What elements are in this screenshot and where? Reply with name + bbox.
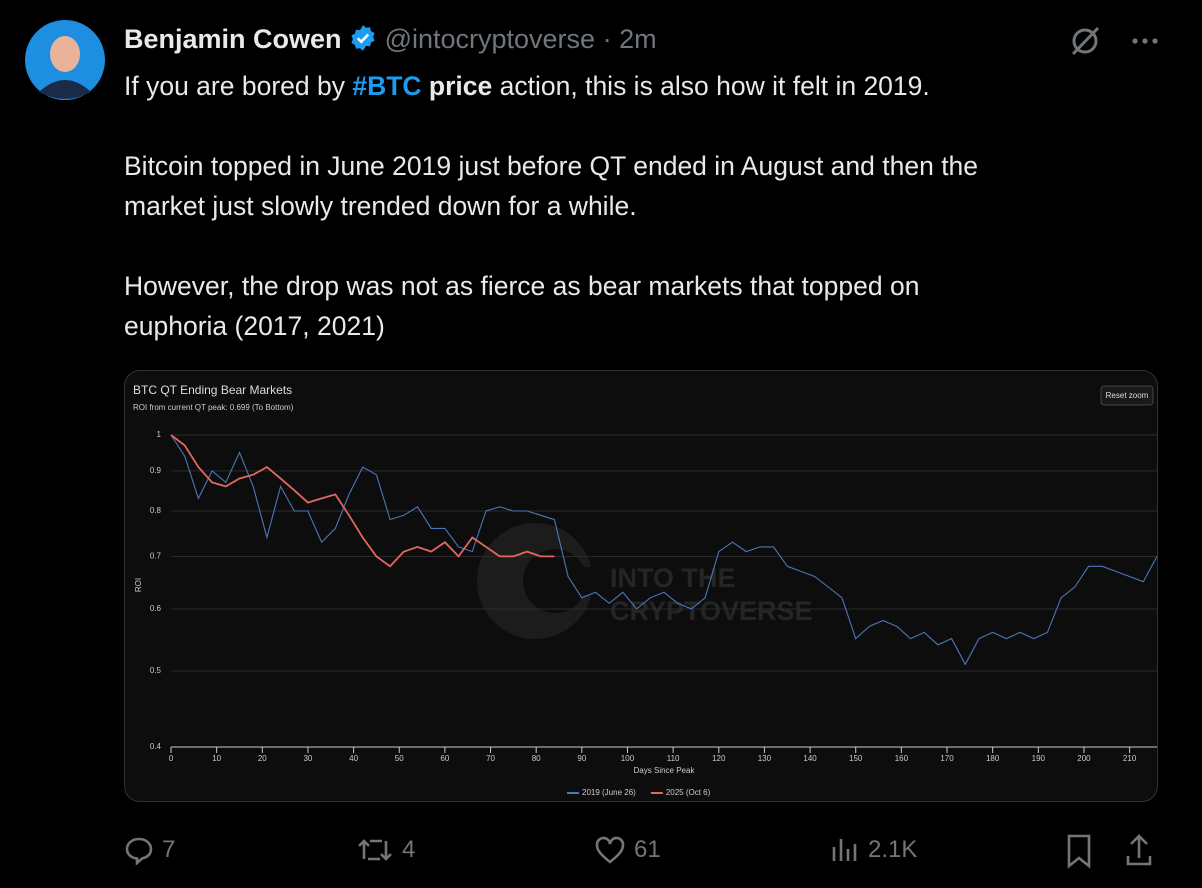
paragraph: However, the drop was not as fierce as b… [124,266,978,346]
post-time[interactable]: · 2m [602,24,657,54]
x-tick-label: 170 [940,754,954,763]
like-icon [595,836,625,864]
bookmark-icon[interactable] [1064,828,1094,872]
tweet-header: Benjamin Cowen @intocryptoverse · 2m [124,24,657,55]
share-icon[interactable] [1124,828,1154,872]
action-bar: 7 4 61 2.1K [0,828,1202,872]
reply-action[interactable]: 7 [124,828,175,872]
cashtag[interactable]: price [428,71,493,101]
views-count: 2.1K [868,836,918,863]
hashtag[interactable]: #BTC [352,71,422,101]
x-tick-label: 30 [303,754,312,763]
x-tick-label: 80 [532,754,541,763]
like-count: 61 [634,836,661,863]
watermark-text: CRYPTOVERSE [610,596,813,626]
reset-zoom-button[interactable] [1100,385,1154,406]
x-tick-label: 210 [1123,754,1137,763]
reply-count: 7 [162,836,176,863]
paragraph: If you are bored by #BTC price action, t… [124,66,978,106]
top-icons [1068,24,1162,58]
y-tick-label: 0.8 [150,506,162,515]
x-tick-label: 120 [712,754,726,763]
y-tick-label: 0.5 [150,666,162,675]
legend-label: 2025 (Oct 6) [666,788,711,797]
reply-icon [125,837,153,865]
x-tick-label: 200 [1077,754,1091,763]
x-tick-label: 70 [486,754,495,763]
repost-icon [358,839,392,861]
x-tick-label: 0 [169,754,174,763]
legend-label: 2019 (June 26) [582,788,636,797]
x-tick-label: 100 [621,754,635,763]
x-tick-label: 130 [758,754,772,763]
x-tick-label: 160 [895,754,909,763]
chart-title: BTC QT Ending Bear Markets [133,383,292,397]
y-axis-label: ROI [134,578,143,592]
text: market just slowly trended down for a wh… [124,191,637,221]
repost-action[interactable]: 4 [356,828,415,872]
text: If you are bored by [124,71,345,101]
x-tick-label: 190 [1032,754,1046,763]
tweet-text: If you are bored by #BTC price action, t… [124,66,978,386]
watermark-logo-gap [565,567,605,595]
watermark: INTO THE CRYPTOVERSE [477,523,813,639]
chart: INTO THE CRYPTOVERSE BTC QT Ending Bear … [133,383,1157,797]
series-line [170,434,1157,666]
views-icon [832,839,857,861]
avatar[interactable] [25,20,105,100]
chart-card[interactable]: INTO THE CRYPTOVERSE BTC QT Ending Bear … [124,370,1158,802]
paragraph: Bitcoin topped in June 2019 just before … [124,146,978,226]
reset-zoom-label: Reset zoom [1106,391,1149,400]
x-axis-label: Days Since Peak [634,766,696,775]
x-tick-label: 60 [440,754,449,763]
y-tick-label: 0.9 [150,466,162,475]
y-tick-label: 0.7 [150,552,162,561]
avatar-face [50,36,80,72]
y-tick-label: 0.6 [150,604,162,613]
text: euphoria (2017, 2021) [124,311,385,341]
watermark-text: INTO THE [610,563,736,593]
repost-count: 4 [402,836,416,863]
like-action[interactable]: 61 [594,828,661,872]
y-tick-label: 0.4 [150,742,162,751]
x-tick-label: 40 [349,754,358,763]
grok-icon[interactable] [1068,24,1102,58]
chart-subtitle: ROI from current QT peak: 0.699 (To Bott… [133,403,294,412]
y-tick-label: 1 [157,430,162,439]
x-tick-label: 10 [212,754,221,763]
x-tick-label: 110 [667,754,680,763]
verified-badge [351,25,375,51]
text: action, this is also how it felt in 2019… [499,71,930,101]
x-tick-label: 150 [849,754,863,763]
legend: 2019 (June 26) 2025 (Oct 6) [567,788,711,797]
author-handle[interactable]: @intocryptoverse [384,24,596,54]
avatar-shirt [39,80,91,99]
x-tick-label: 180 [986,754,1000,763]
more-icon[interactable] [1128,24,1162,58]
x-tick-label: 140 [803,754,817,763]
x-tick-label: 90 [577,754,586,763]
x-tick-label: 20 [258,754,267,763]
x-tick-label: 50 [395,754,404,763]
author-name[interactable]: Benjamin Cowen [124,24,342,54]
watermark-logo-hole [523,549,587,613]
series-line [170,434,555,568]
text: However, the drop was not as fierce as b… [124,271,920,301]
views-action[interactable]: 2.1K [830,828,917,872]
text: Bitcoin topped in June 2019 just before … [124,151,979,181]
